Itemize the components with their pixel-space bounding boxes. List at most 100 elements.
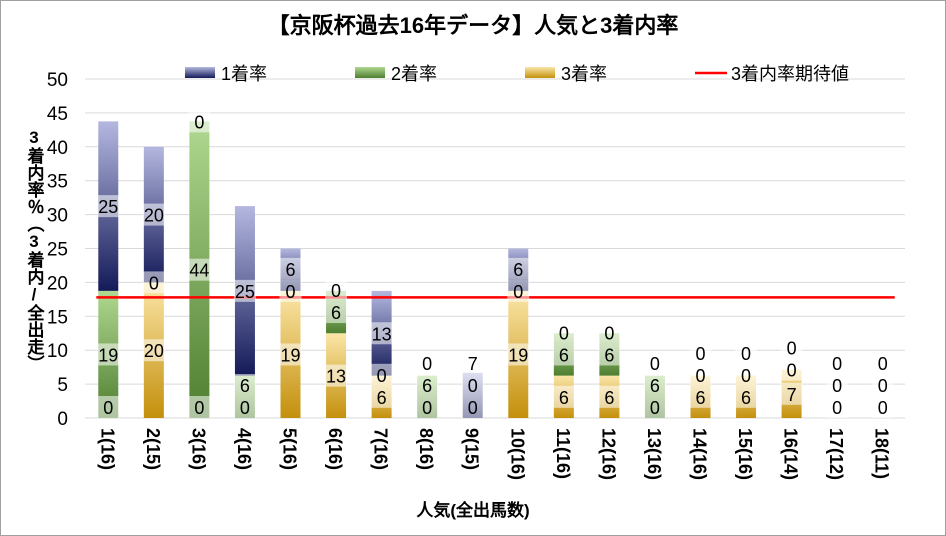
data-label-1: 0 bbox=[604, 323, 614, 343]
y-tick-label: 35 bbox=[47, 172, 68, 193]
legend-label: 3着内率期待値 bbox=[731, 64, 849, 84]
data-label-bg bbox=[97, 396, 120, 418]
data-label-bg bbox=[507, 343, 530, 366]
data-label-bg bbox=[826, 374, 849, 396]
x-tick-label: 6(16) bbox=[325, 428, 345, 470]
data-label-3: 0 bbox=[468, 398, 478, 418]
data-label-bg bbox=[689, 385, 712, 408]
data-label-bg bbox=[416, 374, 439, 396]
x-tick-label: 5(16) bbox=[280, 428, 300, 470]
data-label-3: 6 bbox=[377, 388, 387, 408]
data-label-1: 20 bbox=[144, 206, 164, 226]
data-label-bg bbox=[325, 279, 348, 302]
x-tick-label: 11(16) bbox=[553, 428, 573, 479]
data-label-2: 6 bbox=[240, 376, 250, 396]
data-label-bg bbox=[598, 343, 621, 366]
data-label-3: 0 bbox=[878, 398, 888, 418]
data-label-bg bbox=[552, 343, 575, 366]
x-tick-label: 16(14) bbox=[781, 428, 801, 480]
y-tick-label: 50 bbox=[47, 70, 68, 91]
data-label-bg bbox=[780, 382, 803, 405]
data-label-3: 20 bbox=[144, 341, 164, 361]
x-tick-label: 10(16) bbox=[507, 428, 527, 480]
y-tick-label: 20 bbox=[47, 273, 68, 294]
data-label-bg bbox=[780, 358, 803, 381]
data-label-3: 0 bbox=[650, 398, 660, 418]
data-label-1: 13 bbox=[372, 324, 392, 344]
data-label-3: 0 bbox=[194, 398, 204, 418]
data-label-2: 0 bbox=[741, 366, 751, 386]
data-label-3: 6 bbox=[604, 388, 614, 408]
y-tick-label: 5 bbox=[57, 375, 68, 396]
y-tick-label: 10 bbox=[47, 341, 68, 362]
data-label-1: 0 bbox=[650, 354, 660, 374]
data-label-bg bbox=[325, 364, 348, 387]
x-tick-label: 15(16) bbox=[735, 428, 755, 480]
data-label-3: 6 bbox=[559, 388, 569, 408]
data-label-bg bbox=[279, 279, 302, 302]
y-tick-label: 45 bbox=[47, 104, 68, 125]
data-label-bg bbox=[233, 396, 256, 418]
data-label-2: 0 bbox=[377, 366, 387, 386]
data-label-bg bbox=[552, 321, 575, 344]
data-label-bg bbox=[370, 363, 393, 386]
data-label-2: 0 bbox=[149, 273, 159, 293]
x-tick-label: 14(16) bbox=[690, 428, 710, 480]
data-label-bg bbox=[871, 396, 894, 418]
legend-swatch-2 bbox=[355, 67, 385, 78]
data-label-bg bbox=[142, 339, 165, 362]
x-tick-label: 7(16) bbox=[371, 428, 391, 470]
x-tick-label: 4(16) bbox=[234, 428, 254, 470]
data-label-3: 19 bbox=[280, 345, 300, 365]
data-label-bg bbox=[461, 396, 484, 418]
data-label-bg bbox=[142, 271, 165, 294]
data-label-bg bbox=[279, 343, 302, 366]
data-label-bg bbox=[142, 203, 165, 226]
data-label-1: 0 bbox=[832, 354, 842, 374]
data-label-bg bbox=[826, 352, 849, 374]
data-label-2: 0 bbox=[878, 376, 888, 396]
data-label-2: 0 bbox=[787, 361, 797, 381]
data-label-bg bbox=[416, 352, 439, 374]
data-label-bg bbox=[325, 301, 348, 324]
data-label-bg bbox=[643, 374, 666, 396]
data-label-bg bbox=[188, 396, 211, 418]
data-label-3: 13 bbox=[326, 367, 346, 387]
y-tick-label: 25 bbox=[47, 240, 68, 261]
x-tick-label: 1(16) bbox=[97, 428, 117, 470]
x-axis-title: 人気(全出馬数) bbox=[416, 500, 529, 520]
data-label-bg bbox=[233, 374, 256, 396]
data-label-bg bbox=[598, 321, 621, 344]
data-label-2: 0 bbox=[285, 282, 295, 302]
legend-swatch-1 bbox=[185, 67, 215, 78]
data-label-bg bbox=[643, 352, 666, 374]
data-label-1: 0 bbox=[194, 112, 204, 132]
data-label-bg bbox=[370, 322, 393, 345]
data-label-2: 0 bbox=[513, 282, 523, 302]
data-label-2: 0 bbox=[832, 376, 842, 396]
data-label-1: 25 bbox=[98, 197, 118, 217]
data-label-bg bbox=[643, 396, 666, 418]
data-label-bg bbox=[507, 257, 530, 280]
data-label-3: 6 bbox=[741, 388, 751, 408]
y-tick-label: 30 bbox=[47, 206, 68, 227]
data-label-bg bbox=[461, 352, 484, 374]
data-label-bg bbox=[279, 257, 302, 280]
x-tick-label: 8(16) bbox=[416, 428, 436, 470]
data-label-3: 7 bbox=[787, 385, 797, 405]
data-label-bg bbox=[370, 385, 393, 408]
data-label-2: 0 bbox=[468, 376, 478, 396]
data-label-bg bbox=[188, 110, 211, 133]
x-tick-label: 2(15) bbox=[143, 428, 163, 470]
data-label-bg bbox=[689, 363, 712, 386]
data-label-1: 0 bbox=[559, 323, 569, 343]
data-label-3: 0 bbox=[103, 398, 113, 418]
data-label-1: 0 bbox=[331, 281, 341, 301]
legend-label: 1着率 bbox=[221, 64, 267, 84]
legend-label: 2着率 bbox=[391, 64, 437, 84]
x-tick-label: 3(16) bbox=[188, 428, 208, 470]
data-label-bg bbox=[97, 195, 120, 218]
x-tick-label: 9(15) bbox=[462, 428, 482, 470]
